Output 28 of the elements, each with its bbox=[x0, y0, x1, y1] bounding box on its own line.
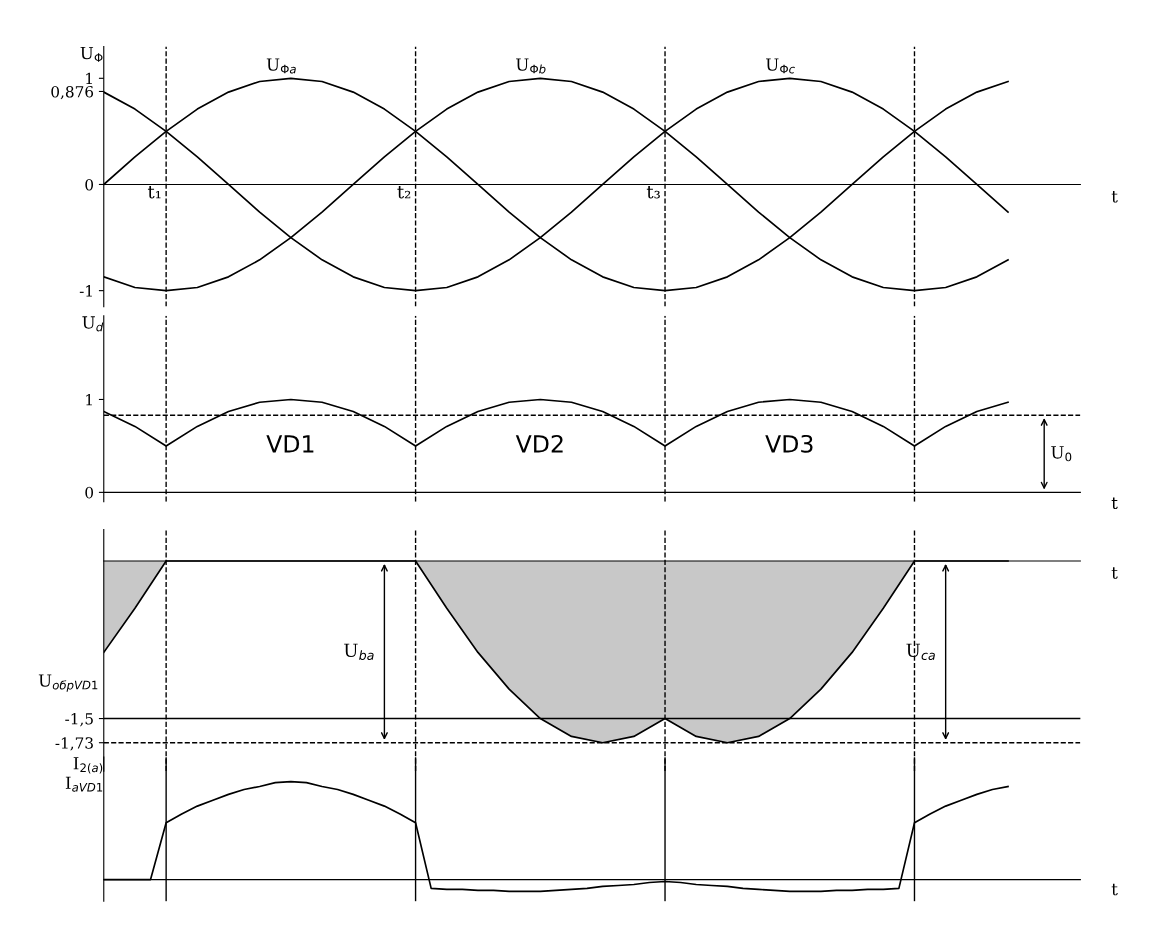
annotation: t₃ bbox=[646, 185, 660, 199]
y-tick-label: -1 bbox=[79, 285, 92, 297]
x-axis-title: t bbox=[1111, 191, 1118, 203]
y-axis-title: U$_{обрVD1}$ bbox=[38, 674, 98, 692]
y-axis-title: U$_{d}$ bbox=[82, 316, 104, 332]
annotation: VD3 bbox=[765, 434, 813, 453]
y-tick-label: 0 bbox=[85, 486, 94, 499]
y-tick-label: -1,5 bbox=[65, 713, 93, 727]
y-tick-label: 1 bbox=[86, 393, 92, 406]
series-label: U$_{Φc}$ bbox=[766, 58, 795, 74]
annotation: t₁ bbox=[147, 185, 161, 199]
y-tick-label: 0,876 bbox=[51, 85, 94, 100]
annotation: U$_{ba}$ bbox=[344, 643, 374, 660]
series-label: U$_{Φb}$ bbox=[516, 58, 546, 74]
x-axis-title: t bbox=[1111, 567, 1118, 579]
x-axis-title: t bbox=[1111, 883, 1118, 896]
series-label: U$_{Φa}$ bbox=[266, 58, 296, 74]
ref-line-label: U$_{0}$ bbox=[1051, 446, 1072, 462]
annotation: VD2 bbox=[515, 434, 563, 453]
annotation: t₂ bbox=[397, 185, 411, 199]
y-axis-title: U$_{Φ}$ bbox=[80, 46, 103, 62]
annotation: U$_{ca}$ bbox=[906, 643, 935, 660]
annotation: VD1 bbox=[266, 435, 314, 453]
y-tick-label: 0 bbox=[85, 178, 94, 191]
y-axis-title: I$_{2(a)}$ I$_{aVD1}$ bbox=[65, 757, 103, 792]
y-tick-label: 1 bbox=[86, 72, 92, 85]
x-axis-title: t bbox=[1111, 497, 1118, 509]
y-tick-label: -1,73 bbox=[55, 737, 93, 751]
